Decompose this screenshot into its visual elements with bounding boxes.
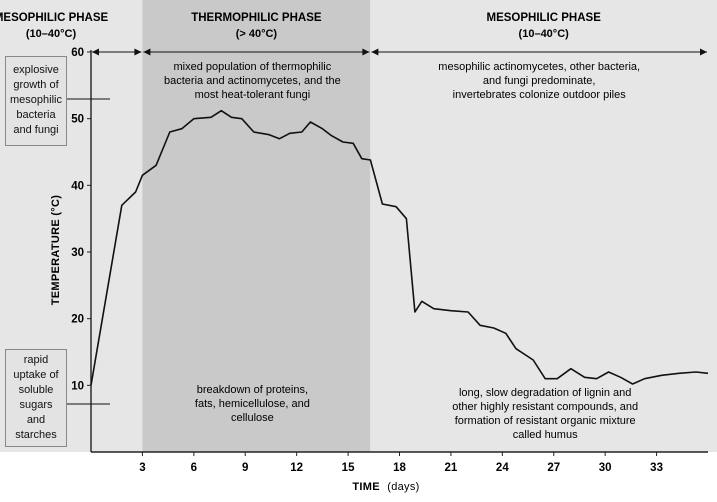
side-note-connectors: [67, 98, 110, 405]
side-note-line: rapid: [23, 354, 49, 366]
x-axis-unit: (days): [387, 481, 419, 493]
phase-notes: mixed population of thermophilic bacteria…: [164, 61, 640, 441]
phase-note-bottom-line: other highly resistant compounds, and: [452, 401, 638, 413]
y-tick-label: 50: [71, 114, 84, 126]
side-note-line: bacteria: [16, 109, 56, 121]
phase-title: MESOPHILIC PHASE: [486, 12, 601, 24]
phase-note-top-line: mixed population of thermophilic: [174, 61, 332, 73]
phase-range: (10–40°C): [519, 28, 570, 40]
phase-band: [142, 0, 371, 452]
side-note-line: starches: [15, 429, 57, 441]
temperature-line: [90, 109, 709, 386]
phase-note-bottom-line: formation of resistant organic mixture: [455, 415, 636, 427]
side-note-explosive-growth: explosive growth of mesophilic bacteria and …: [5, 56, 67, 146]
arrowhead-left: [143, 48, 151, 56]
x-tick-label: 33: [650, 462, 663, 474]
phase-bands: [0, 0, 717, 452]
phase-note-bottom-line: fats, hemicellulose, and: [195, 398, 310, 410]
x-tick-label: 30: [599, 462, 612, 474]
phase-title: MESOPHILIC PHASE: [0, 12, 109, 24]
phase-note-top-line: bacteria and actinomycetes, and the: [164, 75, 341, 87]
side-note-line: and fungi: [13, 124, 59, 136]
side-note-line: mesophilic: [10, 94, 62, 106]
x-tick-label: 18: [393, 462, 406, 474]
phase-note-bottom-line: cellulose: [231, 412, 274, 424]
side-note-line: explosive: [13, 64, 59, 76]
phase-range: (10–40°C): [26, 28, 77, 40]
side-note-line: sugars: [19, 399, 53, 411]
y-tick-label: 10: [71, 380, 84, 392]
axis-ticks: 10 20 30 40 50 60 3 6 9 12 15 18 21 24 27 30 33: [71, 47, 663, 474]
x-tick-label: 15: [342, 462, 355, 474]
arrowhead-right: [134, 48, 142, 56]
phase-note-bottom-line: breakdown of proteins,: [197, 384, 308, 396]
arrowhead-right: [362, 48, 370, 56]
x-tick-label: 3: [139, 462, 145, 474]
arrowhead-left: [371, 48, 379, 56]
phase-range: (> 40°C): [236, 28, 278, 40]
phase-arrows: [92, 48, 707, 56]
y-axis-title: TEMPERATURE (°C): [50, 195, 62, 305]
phase-note-top-line: most heat-tolerant fungi: [195, 89, 311, 101]
phase-note-top-line: invertebrates colonize outdoor piles: [453, 89, 627, 101]
side-note-line: uptake of: [13, 369, 59, 381]
phase-note-top-line: mesophilic actinomycetes, other bacteria…: [438, 61, 640, 73]
x-tick-label: 27: [547, 462, 560, 474]
x-tick-label: 12: [290, 462, 303, 474]
x-tick-label: 9: [242, 462, 248, 474]
x-axis-label: TIME: [352, 481, 379, 493]
x-tick-label: 24: [496, 462, 509, 474]
phase-headers: MESOPHILIC PHASE (10–40°C) THERMOPHILIC PH…: [0, 12, 601, 40]
y-tick-label: 20: [71, 314, 84, 326]
x-axis-title: TIME (days): [352, 481, 419, 493]
side-note-line: growth of: [13, 79, 59, 91]
side-note-rapid-uptake: rapid uptake of soluble sugars and starches: [5, 349, 67, 447]
phase-title: THERMOPHILIC PHASE: [191, 12, 322, 24]
y-tick-label: 60: [71, 47, 84, 59]
x-tick-label: 6: [191, 462, 197, 474]
arrowhead-right: [700, 48, 707, 56]
phase-note-bottom-line: called humus: [513, 429, 578, 441]
y-tick-label: 30: [71, 247, 84, 259]
side-note-line: soluble: [18, 384, 54, 396]
arrowhead-left: [92, 48, 99, 56]
side-note-line: and: [26, 414, 46, 426]
temperature-series: [90, 109, 709, 386]
y-tick-label: 40: [71, 180, 84, 192]
phase-note-top-line: and fungi predominate,: [483, 75, 596, 87]
phase-note-bottom-line: long, slow degradation of lignin and: [459, 387, 631, 399]
x-tick-label: 21: [445, 462, 458, 474]
